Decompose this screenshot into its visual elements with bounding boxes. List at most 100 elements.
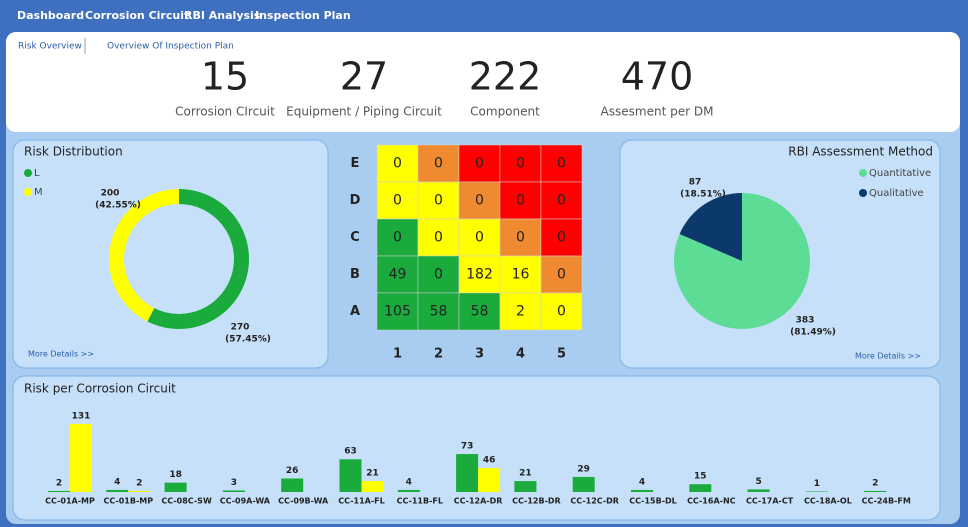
nav-item[interactable]: RBI Analysis	[184, 9, 261, 22]
matrix-cell	[540, 181, 583, 220]
bar	[747, 489, 770, 492]
matrix-value: 0	[557, 193, 566, 209]
matrix-cell	[540, 218, 583, 257]
matrix-value: 58	[430, 304, 448, 320]
bar	[339, 459, 362, 492]
x-tick-label: CC-09B-WA	[278, 497, 329, 506]
panel-title: Risk Distribution	[24, 145, 123, 159]
bar-label: 131	[72, 411, 91, 421]
matrix-cell	[376, 292, 419, 331]
matrix-cell	[376, 181, 419, 220]
slice-label: 87	[689, 178, 702, 188]
bar-label: 2	[136, 478, 142, 488]
matrix-cell	[499, 292, 542, 331]
nav-item[interactable]: Inspection Plan	[255, 9, 351, 22]
bar	[70, 423, 92, 492]
matrix-value: 0	[516, 230, 525, 246]
kpi-value: 27	[340, 55, 388, 99]
matrix-cell	[376, 218, 419, 257]
legend-dot	[859, 189, 867, 197]
matrix-value: 0	[393, 230, 402, 246]
matrix-cell	[458, 144, 501, 183]
slice	[679, 193, 742, 261]
x-tick-label: CC-01A-MP	[45, 497, 95, 506]
slice-label: 200	[101, 189, 120, 199]
bar-label: 26	[286, 466, 299, 476]
matrix-value: 58	[471, 304, 489, 320]
x-tick-label: CC-18A-OL	[804, 497, 852, 506]
tab[interactable]: Risk Overview	[18, 42, 82, 52]
bar	[631, 489, 653, 492]
matrix-value: 0	[557, 156, 566, 172]
matrix-value: 0	[557, 267, 566, 283]
matrix-cell	[376, 255, 419, 294]
bar	[128, 490, 151, 492]
kpi-value: 222	[469, 55, 542, 99]
bar	[48, 490, 70, 492]
bar-label: 3	[231, 478, 237, 488]
kpi-label: Assesment per DM	[601, 105, 714, 119]
kpi-label: Corrosion CIrcuit	[175, 105, 275, 119]
panel-title: RBI Assessment Method	[788, 145, 933, 159]
slice	[109, 189, 179, 322]
nav-item[interactable]: Corrosion Circuit	[85, 9, 189, 22]
matrix-value: 2	[516, 304, 525, 320]
row-label: D	[350, 193, 361, 208]
row-label: B	[350, 267, 360, 282]
bar	[361, 481, 384, 492]
bar	[572, 476, 595, 492]
bar-label: 46	[483, 456, 496, 466]
matrix-cell	[458, 181, 501, 220]
matrix-value: 0	[434, 156, 443, 172]
legend-label: M	[34, 187, 43, 198]
slice	[147, 189, 250, 329]
matrix-value: 0	[475, 193, 484, 209]
column-label: 1	[393, 347, 402, 362]
x-tick-label: CC-09A-WA	[220, 497, 271, 506]
bar	[478, 468, 501, 492]
column-label: 5	[557, 347, 566, 362]
matrix-value: 0	[516, 156, 525, 172]
slice-percent: (57.45%)	[225, 335, 271, 345]
bar	[864, 490, 887, 492]
nav-item[interactable]: Dashboard	[17, 9, 84, 22]
matrix-cell	[499, 181, 542, 220]
bar-label: 5	[755, 477, 761, 487]
x-tick-label: CC-08C-SW	[161, 497, 212, 506]
bar	[222, 490, 245, 492]
bar	[164, 482, 187, 492]
matrix-cell	[540, 255, 583, 294]
matrix-value: 105	[384, 304, 411, 320]
matrix-value: 0	[393, 156, 402, 172]
matrix-value: 0	[393, 193, 402, 209]
more-details[interactable]: More Details >>	[855, 352, 921, 361]
legend-label: L	[34, 168, 40, 179]
legend-dot	[24, 169, 32, 177]
column-label: 4	[516, 347, 525, 362]
x-tick-label: CC-17A-CT	[746, 497, 794, 506]
matrix-value: 49	[389, 267, 407, 283]
tab[interactable]: Overview Of Inspection Plan	[107, 42, 234, 52]
row-label: A	[350, 304, 360, 319]
legend-dot	[24, 188, 32, 196]
panel-title: Risk per Corrosion Circuit	[24, 382, 176, 396]
matrix-cell	[499, 255, 542, 294]
matrix-cell	[499, 144, 542, 183]
kpi-value: 15	[201, 55, 249, 99]
matrix-value: 0	[434, 230, 443, 246]
matrix-cell	[540, 144, 583, 183]
row-label: C	[350, 230, 360, 245]
bar-label: 21	[519, 469, 532, 479]
x-tick-label: CC-12C-DR	[570, 497, 619, 506]
x-tick-label: CC-11A-FL	[338, 497, 384, 506]
matrix-value: 0	[475, 230, 484, 246]
bar-label: 21	[366, 469, 379, 479]
matrix-cell	[417, 144, 460, 183]
bar	[514, 481, 537, 492]
bar	[397, 489, 420, 492]
slice-label: 383	[796, 316, 815, 326]
x-tick-label: CC-15B-DL	[629, 497, 677, 506]
bar-label: 2	[56, 478, 62, 488]
more-details[interactable]: More Details >>	[28, 350, 94, 359]
slice-percent: (42.55%)	[95, 201, 141, 211]
